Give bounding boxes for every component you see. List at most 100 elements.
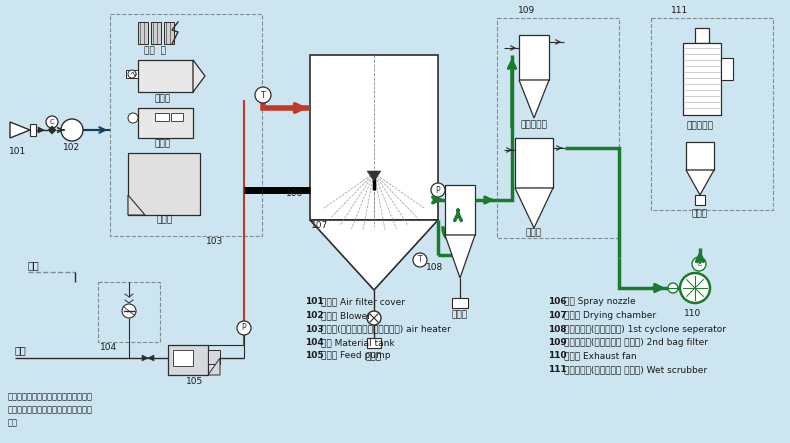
Bar	[173, 350, 193, 366]
Text: 湿式除尘器(水沫除尘器 文丘里) Wet scrubber: 湿式除尘器(水沫除尘器 文丘里) Wet scrubber	[564, 365, 707, 374]
Bar	[151, 22, 161, 44]
Polygon shape	[142, 355, 148, 361]
Text: 108: 108	[548, 325, 566, 334]
Text: T: T	[261, 90, 265, 100]
Bar	[128, 153, 200, 215]
Text: 103: 103	[206, 237, 224, 245]
Circle shape	[122, 304, 136, 318]
Bar	[721, 58, 733, 80]
Bar	[171, 113, 183, 121]
Text: 一级收尘器(旋风分离器) 1st cyclone seperator: 一级收尘器(旋风分离器) 1st cyclone seperator	[564, 325, 726, 334]
Bar	[164, 22, 174, 44]
Polygon shape	[515, 188, 553, 228]
Circle shape	[431, 183, 445, 197]
Bar	[651, 18, 773, 210]
Text: 105: 105	[305, 351, 324, 361]
Text: 料槽 Material tank: 料槽 Material tank	[321, 338, 395, 347]
Text: 燃气炉: 燃气炉	[155, 140, 171, 148]
Text: T: T	[418, 256, 423, 264]
Bar	[497, 18, 619, 238]
Text: 二级收尘器(旋风分离器 袋滤器) 2nd bag filter: 二级收尘器(旋风分离器 袋滤器) 2nd bag filter	[564, 338, 708, 347]
Text: 注：用户可根据当地能源情况选定加热: 注：用户可根据当地能源情况选定加热	[8, 392, 93, 401]
Text: 102: 102	[63, 144, 81, 152]
Bar	[168, 345, 208, 375]
Circle shape	[668, 283, 678, 293]
Bar	[695, 195, 705, 205]
Text: 102: 102	[305, 311, 324, 320]
Text: 104: 104	[100, 343, 117, 353]
Polygon shape	[445, 235, 475, 278]
Bar	[110, 14, 262, 236]
Bar	[126, 70, 138, 78]
Text: 式。: 式。	[8, 418, 18, 427]
Bar	[367, 338, 381, 348]
Text: 109: 109	[548, 338, 566, 347]
Circle shape	[413, 253, 427, 267]
Text: 109: 109	[518, 5, 536, 15]
Text: 101: 101	[9, 148, 27, 156]
Polygon shape	[686, 170, 714, 195]
Circle shape	[255, 87, 271, 103]
Text: 燃油炉: 燃油炉	[155, 94, 171, 104]
Text: 燃煤炉: 燃煤炉	[157, 215, 173, 225]
Polygon shape	[367, 171, 381, 181]
Text: 103: 103	[305, 325, 324, 334]
Bar	[683, 43, 721, 115]
Text: 料液: 料液	[28, 260, 40, 270]
Polygon shape	[310, 220, 438, 290]
Polygon shape	[38, 127, 44, 133]
Text: 喷枪 Spray nozzle: 喷枪 Spray nozzle	[564, 298, 636, 307]
Bar	[686, 142, 714, 170]
Text: 旋风分离器: 旋风分离器	[521, 120, 547, 129]
Text: P: P	[242, 323, 246, 333]
Circle shape	[128, 113, 138, 123]
Text: C: C	[50, 119, 55, 125]
Text: 111: 111	[548, 365, 566, 374]
Circle shape	[46, 116, 58, 128]
Bar	[98, 282, 160, 342]
Bar	[519, 35, 549, 80]
Text: 104: 104	[305, 338, 324, 347]
Bar	[452, 298, 468, 308]
Bar	[445, 185, 475, 235]
Text: 出料口: 出料口	[452, 311, 468, 319]
Circle shape	[692, 257, 706, 271]
Bar	[138, 108, 193, 138]
Text: 方式，根据物料情况选则收尘、除尘方: 方式，根据物料情况选则收尘、除尘方	[8, 405, 93, 414]
Text: 清水: 清水	[15, 345, 27, 355]
Polygon shape	[193, 60, 205, 92]
Text: 110: 110	[684, 308, 702, 318]
Text: 110: 110	[548, 351, 566, 361]
Bar	[515, 138, 553, 188]
Text: 水沫除尘器: 水沫除尘器	[687, 121, 713, 131]
Text: 出料口: 出料口	[366, 353, 382, 361]
Text: P: P	[436, 186, 440, 194]
Polygon shape	[519, 80, 549, 118]
Text: 111: 111	[672, 5, 689, 15]
Text: 加热器(电、蒸汽、燃油、气、營) air heater: 加热器(电、蒸汽、燃油、气、營) air heater	[321, 325, 451, 334]
Circle shape	[680, 273, 710, 303]
Text: 107: 107	[311, 221, 329, 229]
Text: 供料泵 Feed pump: 供料泵 Feed pump	[321, 351, 390, 361]
Polygon shape	[10, 122, 30, 138]
Bar	[30, 124, 36, 136]
Bar	[208, 350, 220, 364]
Polygon shape	[128, 195, 145, 215]
Text: 引风机 Exhaust fan: 引风机 Exhaust fan	[564, 351, 637, 361]
Text: 干燥塔 Drying chamber: 干燥塔 Drying chamber	[564, 311, 656, 320]
Text: 108: 108	[427, 264, 444, 272]
Polygon shape	[148, 355, 154, 361]
Text: 101: 101	[305, 298, 324, 307]
Text: 105: 105	[186, 377, 204, 385]
Bar	[138, 60, 193, 92]
Circle shape	[367, 311, 381, 325]
Bar	[138, 22, 148, 44]
Text: 106: 106	[286, 189, 303, 198]
Bar	[695, 28, 709, 43]
Circle shape	[61, 119, 83, 141]
Text: C: C	[696, 260, 702, 268]
Text: 文丘里: 文丘里	[692, 210, 708, 218]
Bar	[155, 113, 169, 121]
Polygon shape	[208, 358, 220, 375]
Text: 107: 107	[548, 311, 566, 320]
